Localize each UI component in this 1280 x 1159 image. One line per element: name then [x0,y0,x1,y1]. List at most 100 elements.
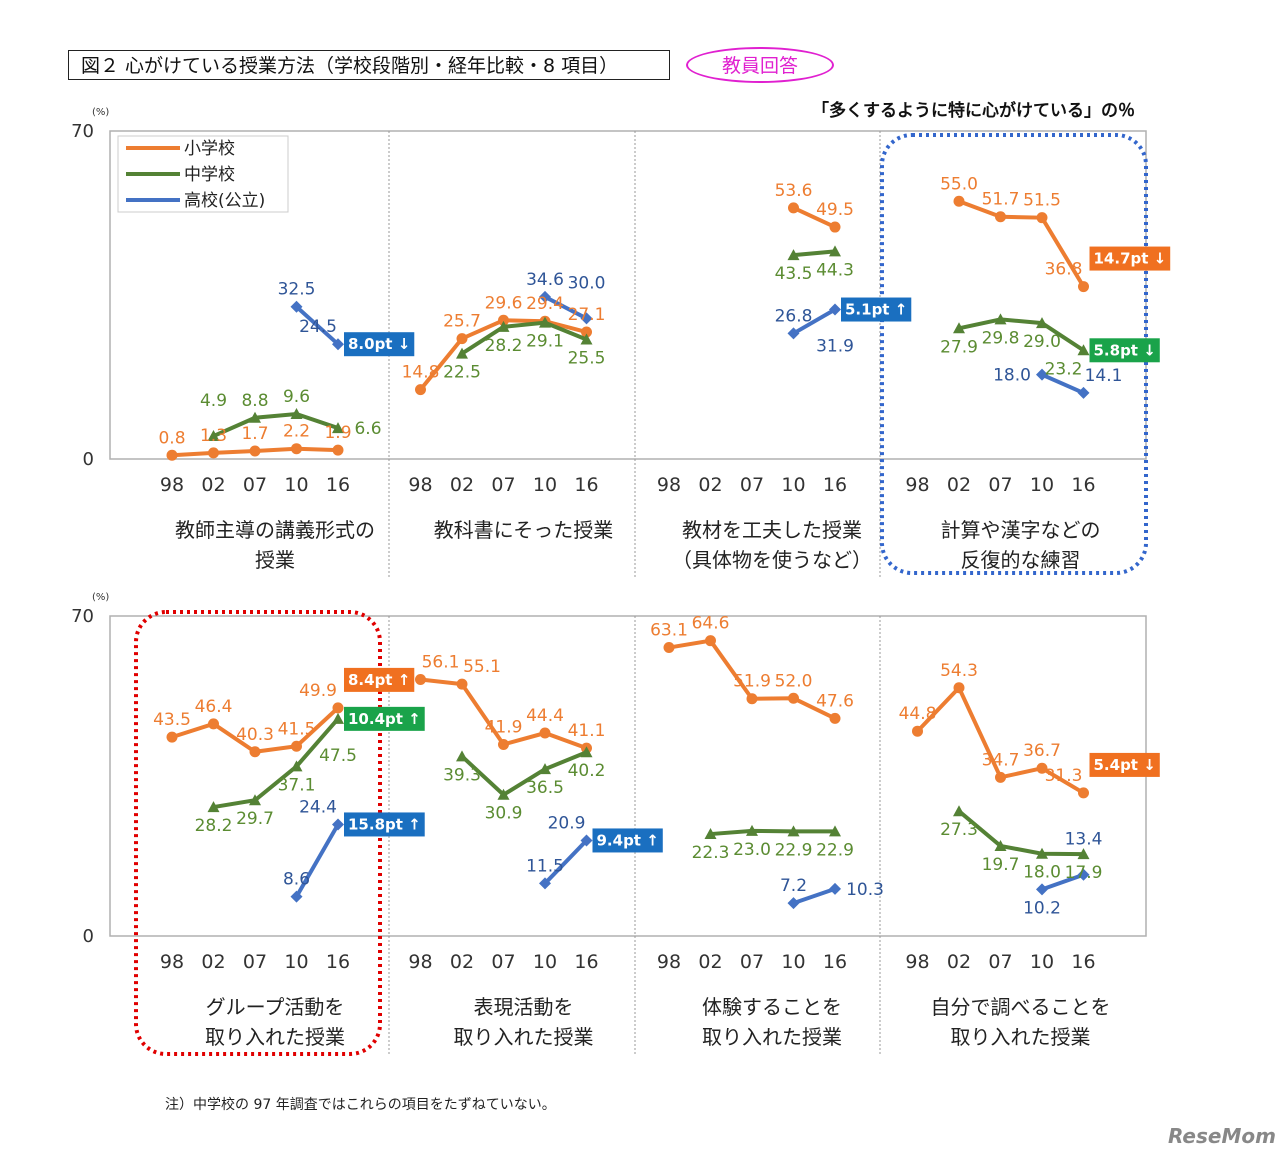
data-label: 51.5 [1023,191,1061,211]
data-point-junior-high [787,825,800,837]
series-line-2 [792,887,836,905]
legend-label: 中学校 [184,165,235,185]
data-label: 47.5 [319,746,357,766]
data-label: 46.4 [195,697,233,717]
data-point-junior-high [207,801,220,813]
x-tick-label: 98 [408,474,432,496]
data-point-elementary [415,384,426,396]
data-point-junior-high [787,249,800,261]
data-label: 54.3 [940,661,978,681]
change-badge [344,812,425,837]
data-point-elementary [249,746,261,758]
series-line-2 [295,305,340,346]
change-badge-text: 14.7pt ↓ [1094,250,1167,268]
plot-area [109,615,1147,937]
x-tick-label: 02 [947,474,971,496]
change-badge-text: 15.8pt ↑ [348,815,421,833]
data-point-elementary [539,727,551,739]
data-label: 55.1 [463,657,501,677]
data-point-junior-high [580,333,593,345]
category-label: 取り入れた授業 [951,1025,1091,1049]
data-label: 51.9 [733,672,771,692]
series-line-2 [543,839,588,885]
x-tick-label: 07 [491,474,515,496]
x-tick-label: 98 [657,474,681,496]
data-point-high-school [1036,883,1048,896]
data-label: 44.3 [816,260,854,280]
data-point-high-school [1077,868,1090,881]
category-label: 表現活動を [474,995,574,1019]
data-point-elementary [1078,787,1089,799]
data-point-elementary [705,635,716,647]
data-label: 36.5 [526,778,564,798]
data-label: 34.7 [982,750,1020,770]
data-point-elementary [1036,212,1048,224]
data-label: 53.6 [775,181,813,201]
data-point-elementary [456,678,468,690]
data-label: 29.8 [982,328,1020,348]
data-point-junior-high [497,788,510,800]
y-tick-label: 70 [71,121,94,142]
data-label: 40.2 [568,761,606,781]
data-label: 47.6 [816,691,854,711]
x-tick-label: 16 [326,951,350,973]
change-badge-text: 10.4pt ↑ [348,710,421,728]
change-badge [841,297,912,322]
series-line-2 [792,307,836,336]
x-tick-label: 98 [408,951,432,973]
data-point-junior-high [704,828,717,840]
data-label: 36.8 [1045,260,1083,280]
series-line-1 [460,750,588,798]
data-point-high-school [1036,368,1048,381]
data-point-high-school [787,327,800,340]
data-point-high-school [1077,386,1090,399]
change-badge-text: 8.0pt ↓ [348,335,410,353]
data-label: 26.8 [775,306,813,326]
data-label: 27.9 [940,337,978,357]
category-label: 反復的な練習 [961,548,1081,572]
data-label: 11.5 [526,856,564,876]
data-point-high-school [539,290,551,303]
data-point-elementary [663,642,675,654]
data-point-elementary [912,725,923,737]
data-point-elementary [581,326,592,338]
x-tick-label: 16 [574,474,598,496]
data-label: 31.3 [1045,766,1083,786]
data-label: 49.9 [299,681,337,701]
data-point-elementary [166,449,178,461]
data-label: 31.9 [816,337,854,357]
data-point-junior-high [539,763,551,775]
x-tick-label: 10 [533,951,557,973]
y-unit-label: (%) [92,592,109,603]
data-point-junior-high [829,245,841,257]
data-label: 32.5 [278,280,316,300]
data-point-high-school [787,897,800,910]
data-label: 0.8 [158,428,185,448]
data-point-elementary [291,740,302,752]
data-label: 29.7 [236,809,274,829]
data-point-junior-high [539,316,551,328]
data-point-junior-high [290,408,303,420]
data-label: 41.1 [568,721,606,741]
change-badge [1089,752,1160,777]
series-line-1 [957,809,1084,857]
data-label: 25.7 [443,312,481,332]
data-point-high-school [290,300,303,313]
data-label: 40.3 [236,725,274,745]
data-label: 8.8 [241,391,268,411]
x-tick-label: 07 [740,951,764,973]
data-point-junior-high [290,760,303,772]
data-label: 10.2 [1023,898,1061,918]
data-point-junior-high [332,712,344,724]
category-label: グループ活動を [206,995,345,1019]
data-label: 29.4 [526,294,564,314]
data-label: 27.3 [940,820,978,840]
data-point-junior-high [1077,344,1090,356]
x-tick-label: 10 [1030,474,1054,496]
data-point-elementary [829,712,841,724]
x-tick-label: 02 [201,951,225,973]
x-tick-label: 10 [781,951,805,973]
legend-label: 高校(公立) [184,191,265,211]
x-tick-label: 02 [450,951,474,973]
series-line-1 [793,249,836,258]
